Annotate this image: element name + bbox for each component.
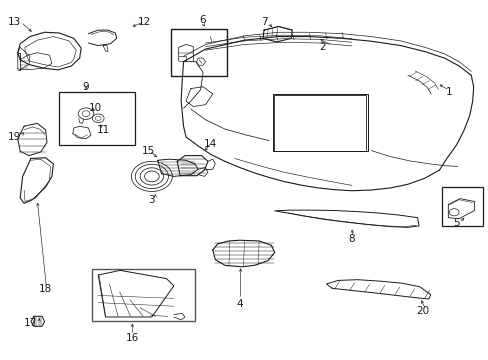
Text: 4: 4 [236, 299, 243, 309]
Text: 16: 16 [125, 333, 139, 343]
Text: 19: 19 [8, 132, 21, 142]
Text: 20: 20 [415, 306, 428, 316]
Text: 14: 14 [203, 139, 217, 149]
Text: 6: 6 [199, 15, 206, 26]
Text: 17: 17 [24, 319, 38, 328]
Text: 12: 12 [138, 17, 151, 27]
Text: 5: 5 [452, 218, 459, 228]
Text: 10: 10 [89, 103, 102, 113]
Text: 1: 1 [445, 87, 452, 97]
Text: 3: 3 [148, 195, 155, 205]
Bar [92, 269, 194, 320]
Text: 2: 2 [319, 42, 325, 52]
Text: 18: 18 [39, 284, 52, 294]
Text: 11: 11 [96, 125, 109, 135]
Text: 7: 7 [260, 17, 267, 27]
Text: 8: 8 [348, 234, 354, 244]
Text: 9: 9 [82, 82, 89, 92]
Text: 13: 13 [8, 17, 21, 27]
Text: 15: 15 [141, 146, 154, 156]
Bar [441, 187, 483, 226]
Bar [59, 92, 135, 145]
Bar [171, 30, 227, 76]
